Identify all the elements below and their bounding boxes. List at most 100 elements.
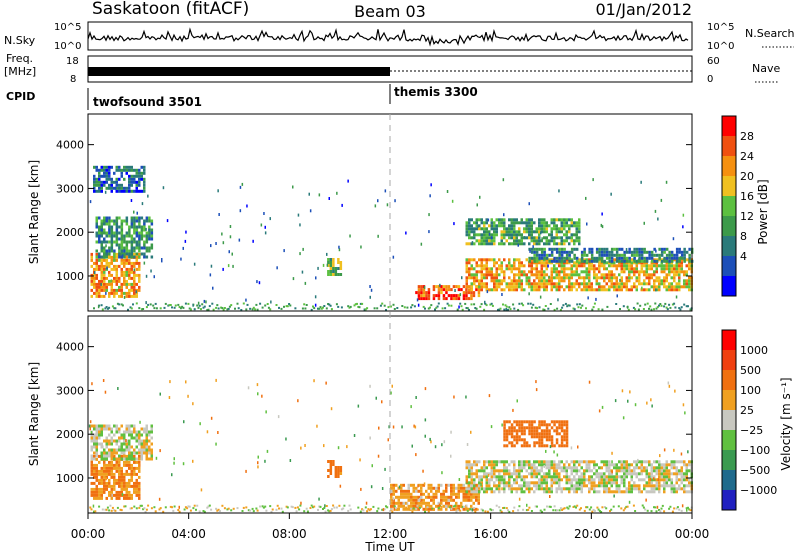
heatmap-cell <box>470 267 473 271</box>
heatmap-cell <box>665 466 668 470</box>
heatmap-cell <box>605 288 608 292</box>
heatmap-cell <box>138 237 141 241</box>
heatmap-cell <box>513 481 516 485</box>
heatmap-cell <box>123 478 126 482</box>
heatmap-cell <box>117 387 119 390</box>
heatmap-cell <box>668 463 671 467</box>
heatmap-cell <box>540 273 543 277</box>
heatmap-cell <box>130 240 134 244</box>
heatmap-cell <box>668 253 671 257</box>
heatmap-cell <box>528 233 531 237</box>
heatmap-cell <box>296 506 299 509</box>
heatmap-cell <box>615 264 618 268</box>
heatmap-cell <box>100 270 103 274</box>
heatmap-cell <box>603 253 606 257</box>
heatmap-cell <box>570 481 573 485</box>
heatmap-cell <box>440 288 443 292</box>
heatmap-cell <box>645 267 648 271</box>
heatmap-cell <box>452 505 455 508</box>
heatmap-cell <box>108 448 111 452</box>
heatmap-cell <box>613 276 616 280</box>
heatmap-cell <box>329 267 333 270</box>
heatmap-cell <box>192 303 194 307</box>
heatmap-cell <box>470 484 473 488</box>
heatmap-cell <box>498 258 501 262</box>
heatmap-cell <box>688 256 691 260</box>
heatmap-cell <box>98 505 101 508</box>
heatmap-cell <box>98 487 101 491</box>
colorbar-swatch <box>722 350 736 371</box>
heatmap-cell <box>598 472 601 476</box>
heatmap-cell <box>493 276 496 280</box>
heatmap-cell <box>334 267 338 270</box>
heatmap-cell <box>512 303 515 306</box>
heatmap-cell <box>415 486 418 490</box>
heatmap-cell <box>93 291 96 295</box>
heatmap-cell <box>125 430 128 434</box>
heatmap-cell <box>520 478 523 482</box>
heatmap-cell <box>110 228 114 232</box>
heatmap-cell <box>468 466 471 470</box>
heatmap-cell <box>565 230 568 234</box>
heatmap-cell <box>485 288 488 292</box>
heatmap-cell <box>319 505 322 508</box>
heatmap-cell <box>689 308 692 311</box>
heatmap-cell <box>550 466 553 470</box>
heatmap-cell <box>410 498 413 502</box>
heatmap-cell <box>498 242 501 246</box>
heatmap-cell <box>538 472 541 476</box>
heatmap-cell <box>123 165 126 169</box>
heatmap-cell <box>648 472 651 476</box>
heatmap-cell <box>123 186 126 190</box>
heatmap-cell <box>555 285 558 289</box>
heatmap-cell <box>93 493 96 497</box>
heatmap-cell <box>488 472 491 476</box>
heatmap-cell <box>115 276 118 280</box>
heatmap-cell <box>140 216 144 220</box>
heatmap-cell <box>432 288 436 292</box>
heatmap-cell <box>577 306 580 309</box>
heatmap-cell <box>135 507 138 510</box>
colorbar-tick: 24 <box>740 150 754 163</box>
heatmap-cell <box>123 270 126 274</box>
heatmap-cell <box>515 441 519 445</box>
heatmap-cell <box>95 472 98 476</box>
heatmap-cell <box>110 496 113 500</box>
heatmap-cell <box>500 230 503 234</box>
heatmap-cell <box>143 246 146 250</box>
heatmap-cell <box>490 267 493 271</box>
heatmap-cell <box>467 483 470 487</box>
heatmap-cell <box>559 507 562 510</box>
heatmap-cell <box>105 231 108 235</box>
heatmap-cell <box>513 506 516 509</box>
heatmap-cell <box>338 248 341 252</box>
heatmap-cell <box>275 304 278 306</box>
heatmap-cell <box>460 501 463 505</box>
heatmap-cell <box>520 261 523 265</box>
heatmap-cell <box>610 276 613 280</box>
heatmap-cell <box>135 273 138 277</box>
heatmap-cell <box>130 424 133 428</box>
heatmap-cell <box>292 185 294 189</box>
heatmap-cell <box>630 472 633 476</box>
heatmap-cell <box>613 481 616 485</box>
heatmap-cell <box>688 253 691 257</box>
colorbar-tick: 500 <box>740 364 761 377</box>
heatmap-cell <box>601 212 603 216</box>
heatmap-cell <box>530 267 533 271</box>
heatmap-cell <box>465 475 468 479</box>
heatmap-cell <box>488 224 491 228</box>
heatmap-cell <box>618 466 621 470</box>
heatmap-cell <box>466 307 469 310</box>
heatmap-cell <box>593 288 596 292</box>
heatmap-cell <box>337 258 340 261</box>
heatmap-cell <box>143 442 146 446</box>
heatmap-cell <box>538 261 541 265</box>
heatmap-cell <box>188 505 191 508</box>
heatmap-cell <box>468 487 471 491</box>
heatmap-cell <box>455 492 458 496</box>
heatmap-cell <box>605 490 608 494</box>
heatmap-cell <box>440 505 443 508</box>
heatmap-cell <box>123 493 126 497</box>
heatmap-cell <box>401 425 403 429</box>
